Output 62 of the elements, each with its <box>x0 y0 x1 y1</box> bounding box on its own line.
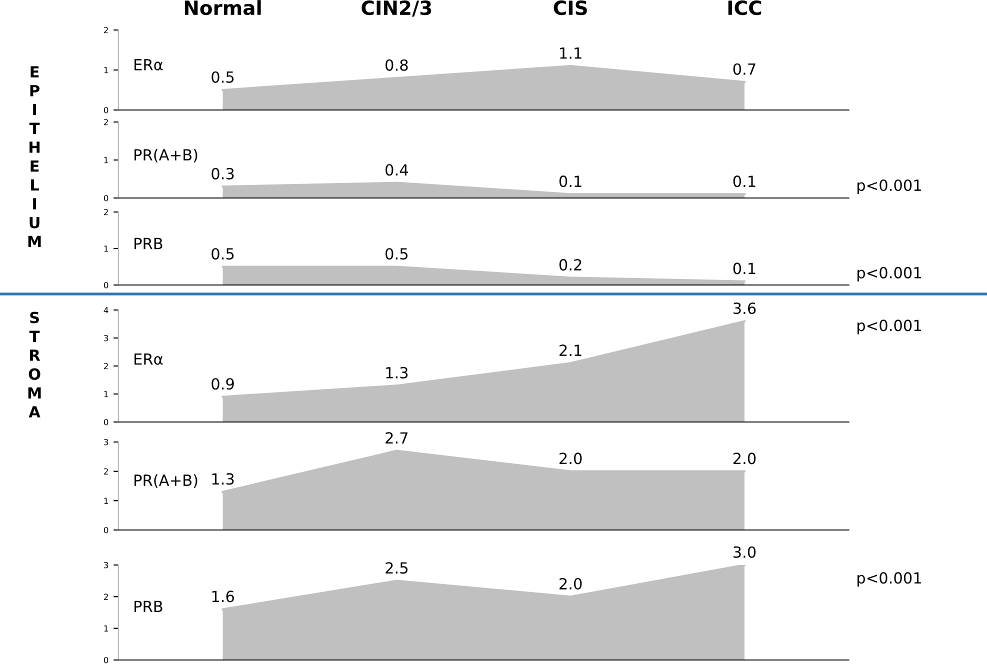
data-label: 0.7 <box>733 63 756 75</box>
x-tick-label: ICC <box>728 0 762 16</box>
data-label: 2.1 <box>560 344 582 356</box>
y-tick-label: 3 <box>104 562 108 568</box>
y-tick-label: 2 <box>104 594 108 600</box>
data-label: 2.5 <box>386 562 408 574</box>
data-label: 0.5 <box>386 248 408 260</box>
y-tick-label: 0 <box>104 418 108 426</box>
annotation: PR(A+B) <box>134 148 198 162</box>
data-label: 2.7 <box>386 432 408 444</box>
y-tick-label: 1 <box>104 67 108 74</box>
y-tick-label: 2 <box>104 362 108 370</box>
y-tick-label: 0 <box>104 656 108 664</box>
data-label: 0.9 <box>212 378 234 390</box>
text: S T R O M A <box>28 312 41 418</box>
annotation: PRB <box>134 600 162 612</box>
y-tick-label: 1 <box>104 246 108 252</box>
y-tick-label: 0 <box>104 526 108 534</box>
y-tick-label: 1 <box>104 391 108 398</box>
annotation: PR(A+B) <box>134 474 198 488</box>
y-tick-label: 2 <box>104 468 108 474</box>
y-tick-label: 2 <box>104 208 108 216</box>
data-label: 0.2 <box>559 259 582 271</box>
data-label: 0.1 <box>733 176 756 188</box>
data-label: 0.1 <box>733 262 756 274</box>
y-tick-label: 1 <box>104 157 108 164</box>
text: p<0.001 <box>858 572 921 587</box>
y-tick-label: 0 <box>104 194 108 202</box>
y-tick-label: 2 <box>104 26 108 34</box>
data-label: 2.0 <box>733 452 756 464</box>
x-tick-label: CIN2/3 <box>362 0 432 17</box>
annotation: ERα <box>134 59 163 70</box>
y-tick-label: 1 <box>104 498 108 504</box>
data-label: 0.3 <box>212 168 234 180</box>
data-label: 0.4 <box>386 164 408 176</box>
x-tick-label: CIS <box>554 0 587 16</box>
y-tick-label: 1 <box>104 625 108 632</box>
data-label: 1.1 <box>560 48 582 59</box>
text: p<0.001 <box>858 179 921 194</box>
data-label: 1.6 <box>212 590 234 602</box>
data-label: 0.8 <box>386 59 408 71</box>
annotation: PRB <box>134 238 162 250</box>
data-label: 3.0 <box>733 546 756 558</box>
x-tick-label: Normal <box>184 0 261 16</box>
y-tick-label: 2 <box>104 118 108 126</box>
y-tick-label: 3 <box>104 438 108 446</box>
annotation: ERα <box>134 353 163 365</box>
data-label: 1.3 <box>386 366 408 378</box>
data-label: 0.1 <box>559 176 582 188</box>
data-label: 2.0 <box>560 578 582 590</box>
data-label: 0.5 <box>212 71 234 83</box>
y-tick-label: 3 <box>104 334 108 342</box>
data-label: 3.6 <box>733 302 756 314</box>
text: p<0.001 <box>858 266 921 282</box>
data-label: 1.3 <box>212 473 234 485</box>
text: E P I T H E L I U M <box>28 66 41 248</box>
y-tick-label: 0 <box>104 282 108 288</box>
text: p<0.001 <box>858 320 921 334</box>
y-tick-label: 4 <box>104 307 108 314</box>
y-tick-label: 0 <box>104 106 108 114</box>
data-label: 2.0 <box>560 452 582 464</box>
data-label: 0.5 <box>212 248 234 260</box>
